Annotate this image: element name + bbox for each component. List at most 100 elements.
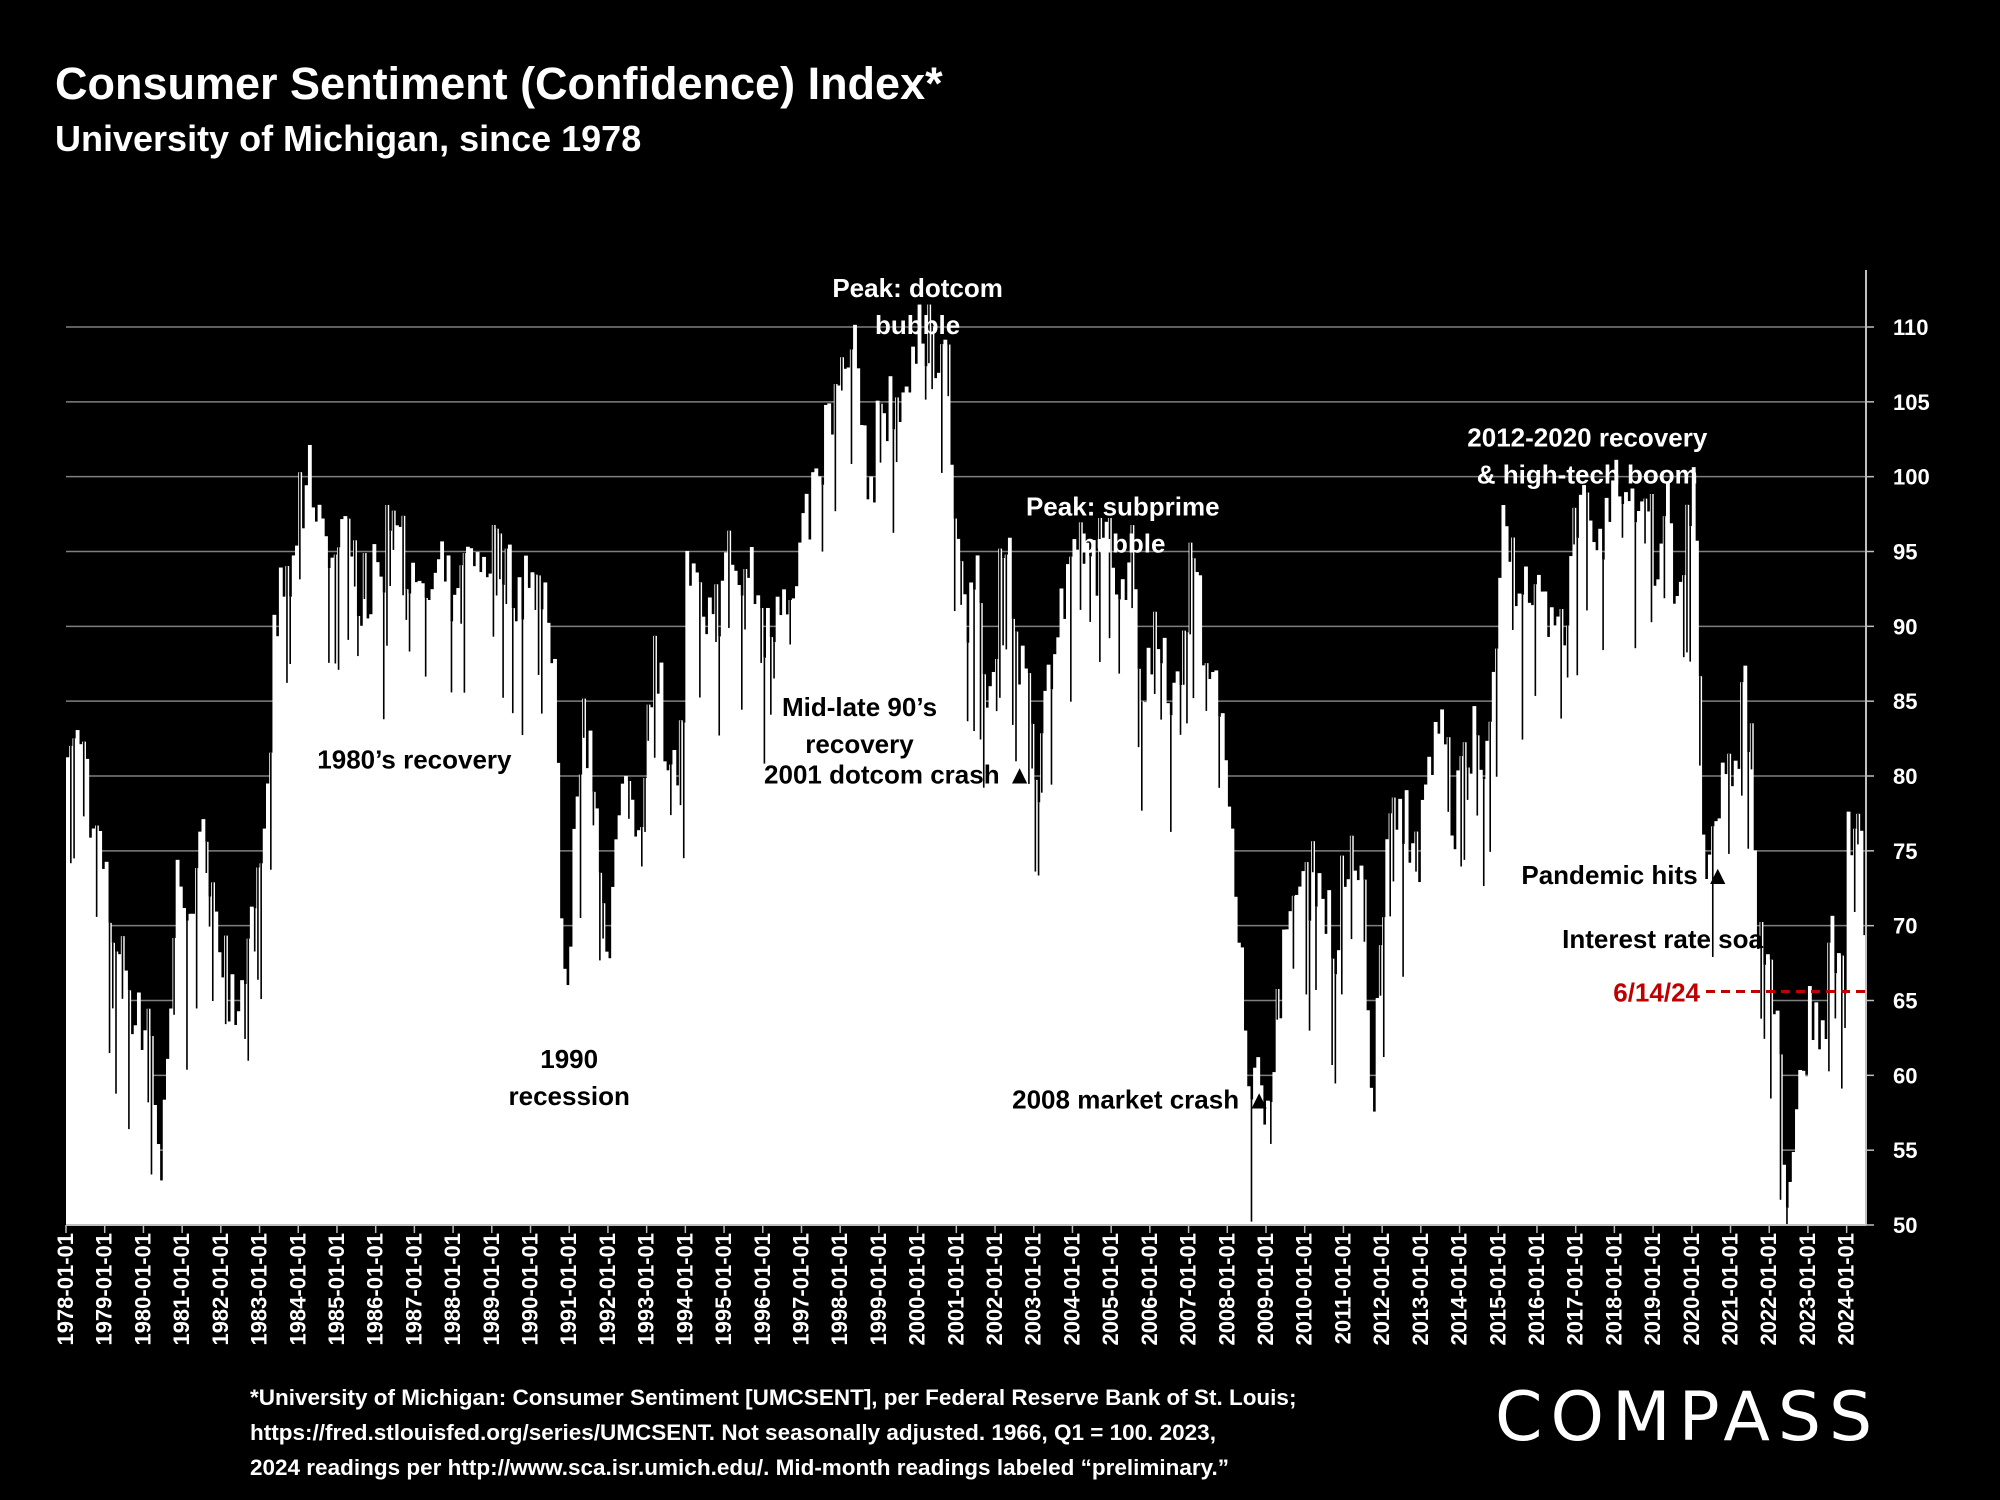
data-bar-notch: [208, 896, 211, 927]
data-bar-notch: [647, 704, 650, 741]
data-bar-notch: [1189, 542, 1191, 635]
data-bar: [414, 582, 419, 1225]
data-bar-notch: [1037, 802, 1040, 876]
data-bar: [1475, 735, 1480, 1225]
data-bar: [820, 484, 825, 1225]
data-bar: [1549, 607, 1554, 1225]
data-bar: [317, 504, 322, 1225]
data-bar: [1166, 703, 1170, 1225]
data-bar: [1330, 958, 1335, 1225]
data-bar: [969, 582, 974, 1225]
data-bar: [749, 547, 754, 1225]
data-bar: [917, 304, 922, 1225]
data-bar: [1398, 798, 1403, 1225]
data-bar: [1814, 1002, 1819, 1225]
data-bar: [140, 1049, 145, 1225]
data-bar-notch: [402, 515, 404, 596]
data-bar: [1782, 1164, 1786, 1225]
data-bar-notch: [211, 882, 214, 1002]
annotation-market-recession-1: Market: [140, 745, 224, 775]
data-bar-notch: [1141, 701, 1143, 811]
x-tick-label: 1998-01-01: [827, 1233, 852, 1346]
data-bar: [1788, 1181, 1793, 1225]
data-bar: [640, 827, 645, 1225]
data-bar: [1766, 954, 1770, 1225]
x-tick-label: 2016-01-01: [1524, 1233, 1549, 1346]
data-bar: [1720, 762, 1725, 1225]
data-bar: [543, 582, 548, 1225]
data-bar-notch: [789, 600, 791, 645]
data-bar: [159, 1180, 164, 1225]
y-tick-label: 90: [1893, 614, 1917, 639]
data-bar: [75, 730, 80, 1225]
data-bar: [1533, 584, 1538, 1225]
data-bar: [472, 566, 477, 1225]
data-bar: [1491, 671, 1496, 1225]
y-tick-label: 95: [1893, 540, 1917, 565]
data-bar: [1514, 606, 1519, 1225]
data-bar: [1130, 525, 1135, 1225]
data-bar: [956, 538, 961, 1225]
x-tick-label: 2020-01-01: [1679, 1233, 1704, 1346]
data-bar-notch: [1495, 648, 1498, 777]
data-bar: [791, 598, 796, 1225]
data-bar-notch: [1028, 673, 1030, 784]
data-bar-notch: [1170, 715, 1172, 832]
data-bar: [936, 372, 941, 1225]
data-bar: [1504, 526, 1509, 1225]
data-bar: [798, 542, 803, 1225]
data-bar: [1149, 674, 1154, 1225]
data-bar: [1585, 492, 1590, 1225]
data-bar: [1662, 516, 1667, 1225]
data-bar-notch: [960, 561, 962, 605]
footnote-line-2: https://fred.stlouisfed.org/series/UMCSE…: [250, 1420, 1216, 1445]
data-bar: [901, 392, 906, 1225]
data-bar: [1140, 701, 1145, 1225]
data-bar: [66, 757, 70, 1225]
data-bar: [1201, 665, 1206, 1225]
data-bar: [453, 594, 457, 1225]
data-bar: [217, 952, 222, 1225]
data-bar: [266, 783, 270, 1225]
data-bar: [1207, 679, 1212, 1225]
data-bar: [1427, 756, 1432, 1225]
data-bar: [1353, 870, 1357, 1225]
data-bar: [972, 589, 977, 1225]
data-bar: [133, 1025, 138, 1225]
data-bar: [1007, 537, 1012, 1225]
data-bar: [1617, 496, 1622, 1225]
data-bar-notch: [947, 344, 950, 397]
data-bar-notch: [121, 936, 124, 999]
data-bar: [1114, 594, 1119, 1225]
data-bar: [1395, 829, 1399, 1225]
data-bar: [1640, 501, 1645, 1225]
data-bar: [478, 572, 483, 1225]
data-bar: [1375, 998, 1380, 1225]
x-tick-label: 1987-01-01: [401, 1233, 426, 1346]
data-bar: [1466, 767, 1470, 1225]
data-bar-notch: [73, 738, 75, 859]
data-bar: [762, 657, 767, 1225]
data-bar: [378, 576, 383, 1225]
data-bar: [1246, 1086, 1251, 1225]
data-bar-notch: [337, 547, 340, 670]
data-bar: [866, 499, 870, 1226]
x-tick-label: 2015-01-01: [1485, 1233, 1510, 1346]
data-bar-notch: [289, 596, 291, 665]
data-bar: [985, 707, 990, 1225]
data-bar: [1182, 630, 1186, 1225]
data-bar: [556, 762, 561, 1225]
data-bar: [1066, 564, 1070, 1225]
data-bar: [920, 343, 925, 1226]
data-bar-notch: [392, 510, 395, 550]
data-bar: [169, 1008, 174, 1225]
data-bar: [1578, 494, 1583, 1226]
y-tick-label: 65: [1893, 989, 1917, 1014]
data-bar: [1762, 964, 1767, 1225]
annotation-interest-rate-soar: Interest rate soar ▲: [1562, 924, 1806, 954]
x-tick-label: 1989-01-01: [479, 1233, 504, 1346]
data-bar-notch: [953, 518, 956, 612]
data-bar: [1095, 595, 1099, 1225]
data-bar-notch: [353, 540, 356, 587]
